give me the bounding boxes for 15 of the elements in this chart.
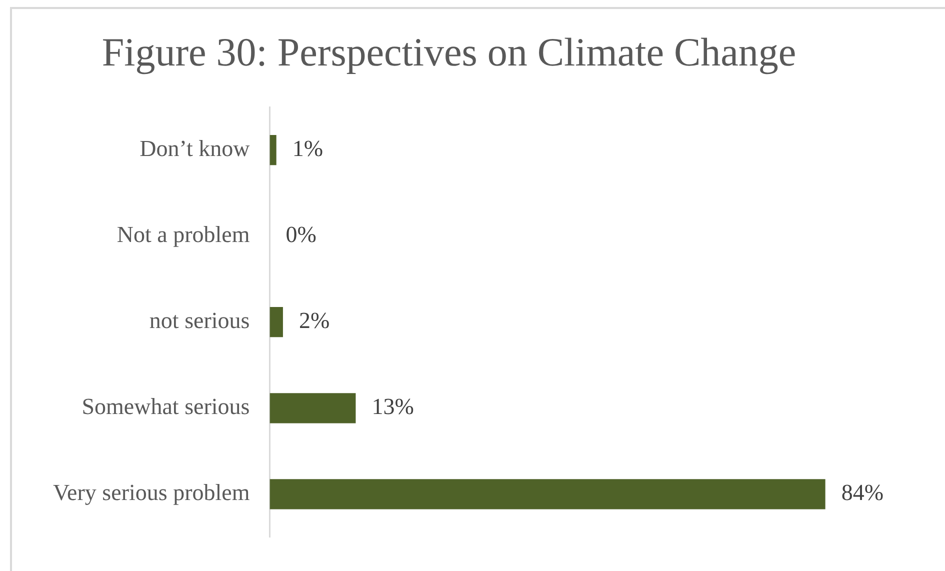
bar	[270, 134, 276, 166]
y-tick-label: not serious	[149, 308, 250, 334]
data-label: 1%	[292, 136, 324, 162]
y-tick-label: Very serious problem	[52, 480, 250, 506]
y-tick-label: Somewhat serious	[82, 394, 250, 420]
bar	[270, 479, 826, 510]
y-tick-label: Don’t know	[140, 136, 250, 162]
y-tick-label: Not a problem	[116, 222, 250, 248]
bar	[270, 307, 283, 338]
data-label: 2%	[298, 308, 330, 334]
bar	[270, 393, 356, 424]
data-label: 0%	[286, 222, 316, 248]
data-label: 84%	[841, 480, 884, 506]
chart-title: Figure 30: Perspectives on Climate Change	[102, 30, 796, 74]
data-label: 13%	[372, 394, 414, 420]
